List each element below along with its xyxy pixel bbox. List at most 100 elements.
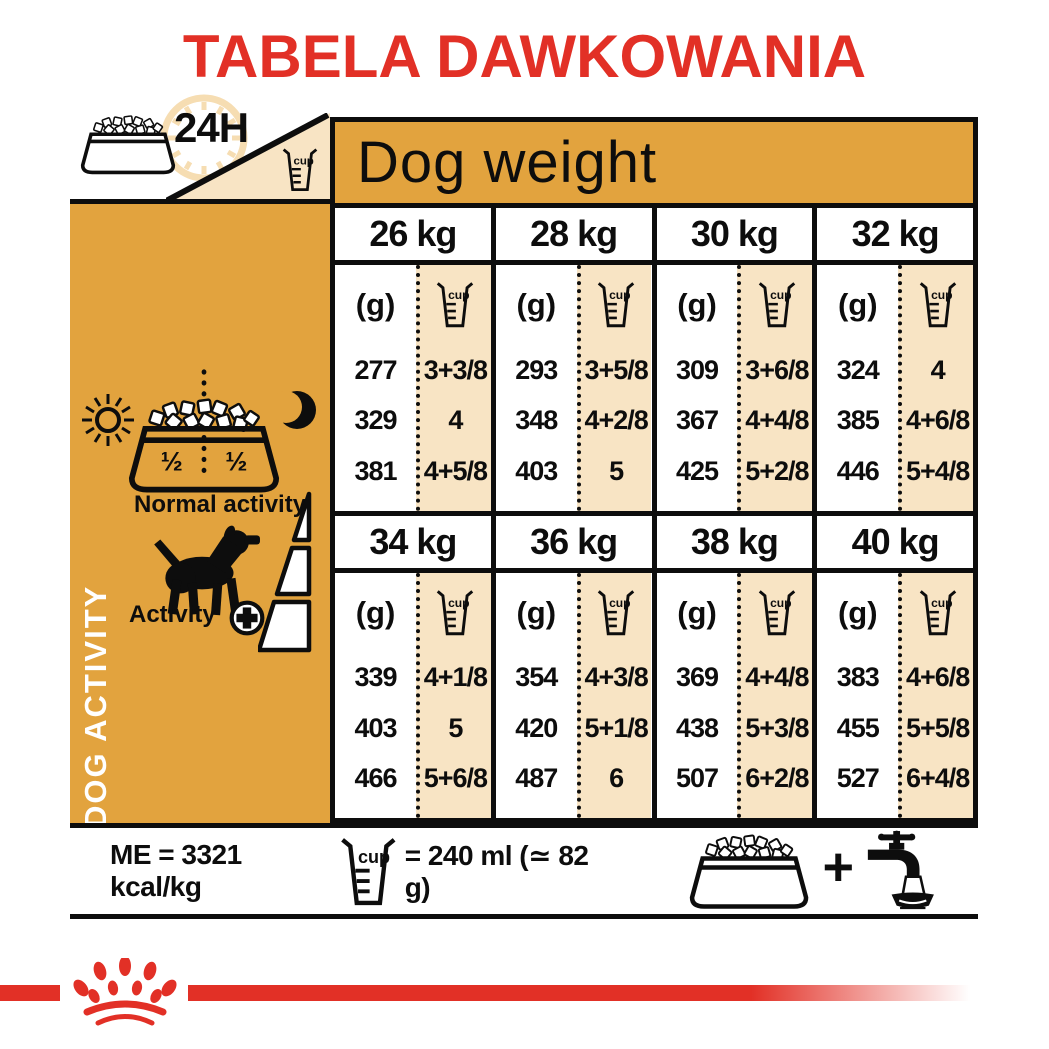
grams-label: (g): [677, 287, 717, 322]
cup-value: 4+4/8: [745, 662, 809, 693]
grams-value: 348: [515, 405, 558, 436]
grams-value: 309: [675, 354, 719, 385]
cup-value: 6+4/8: [905, 763, 970, 794]
dog-silhouette-icon: [154, 525, 260, 616]
corner-triangle: [166, 113, 330, 204]
water-tap-icon: [867, 830, 934, 910]
sun-icon: [82, 394, 134, 446]
cup-value: 4+1/8: [423, 662, 488, 693]
grams-value: 425: [675, 455, 719, 486]
weight-header-40kg: 40 kg: [817, 515, 973, 568]
cup-value: 4+4/8: [745, 405, 809, 436]
dose-cell-28kg: (g) 293 348 403 3+5/8 4+2/8 5: [495, 265, 652, 511]
dose-cell-34kg: (g) 339 403 466 4+1/8 5 5+6/8: [335, 572, 491, 818]
grams-label: (g): [516, 287, 557, 322]
grams-value: 324: [836, 354, 880, 385]
cup-value: 4+2/8: [584, 405, 648, 436]
metabolizable-energy-label: ME = 3321 kcal/kg: [110, 839, 242, 902]
dose-cell-38kg: (g) 369 438 507 4+4/8 5+3/8 6+2/8: [656, 572, 813, 818]
grams-value: 527: [836, 763, 880, 794]
cup-value: 3+5/8: [584, 354, 648, 385]
measuring-cup-icon: [597, 589, 635, 637]
dose-cell-40kg: (g) 383 455 527 4+6/8 5+5/8 6+4/8: [817, 572, 973, 818]
food-bowl-icon: [690, 834, 809, 909]
cup-value: 5+5/8: [905, 712, 970, 743]
grams-value: 293: [515, 354, 558, 385]
grams-value: 383: [836, 662, 880, 693]
weight-header-32kg: 32 kg: [817, 208, 973, 260]
cup-volume-label: = 240 ml (≃ 82 g): [404, 839, 589, 903]
measuring-cup-icon: [597, 281, 635, 329]
grams-label: (g): [837, 594, 878, 630]
plus-sign: +: [822, 837, 855, 897]
royal-canin-crown-logo: [73, 958, 177, 1026]
grams-value: 277: [354, 354, 397, 385]
half-portions-bowl-icon: ½ ½: [128, 369, 280, 493]
measuring-cup-icon: [758, 281, 796, 329]
cup-value: 3+6/8: [745, 354, 809, 385]
grams-label: (g): [516, 594, 557, 630]
cup-value: 5+3/8: [745, 712, 809, 743]
cup-value: 4+5/8: [423, 455, 488, 486]
measuring-cup-icon: [436, 589, 474, 637]
grams-value: 438: [675, 712, 719, 743]
dose-cell-36kg: (g) 354 420 487 4+3/8 5+1/8 6: [495, 572, 652, 818]
grams-value: 446: [836, 455, 880, 486]
cup-value: 5+1/8: [584, 712, 648, 743]
cup-value: 4+3/8: [584, 662, 648, 693]
plus-circle-icon: [229, 600, 265, 636]
measuring-cup-icon: [758, 589, 796, 637]
brand-stripe-right: [188, 985, 970, 1001]
weight-header-26kg: 26 kg: [335, 208, 491, 260]
grams-value: 367: [675, 405, 719, 436]
grams-value: 369: [675, 662, 719, 693]
measuring-cup-icon: [340, 833, 397, 911]
dosage-table: Dog weight 26 kg 28 kg 30 kg 32 kg (g) 2…: [330, 117, 978, 823]
cup-value: 4+6/8: [905, 405, 970, 436]
cup-value: 6+2/8: [745, 763, 809, 794]
grams-value: 329: [354, 405, 397, 436]
dose-cell-26kg: (g) 277 329 381 3+3/8 4 4+5/8: [335, 265, 491, 511]
cup-value: 4: [448, 405, 463, 436]
cup-value: 4: [930, 354, 946, 385]
grams-label: (g): [355, 594, 396, 630]
grams-label: (g): [677, 594, 717, 630]
normal-activity-label: Normal activity: [134, 491, 307, 518]
grams-value: 354: [515, 662, 558, 693]
dose-cell-32kg: (g) 324 385 446 4 4+6/8 5+4/8: [817, 265, 973, 511]
grams-value: 466: [354, 763, 397, 794]
grams-value: 381: [354, 455, 397, 486]
measuring-cup-icon: [919, 281, 957, 329]
weight-header-38kg: 38 kg: [656, 515, 813, 568]
measuring-cup-icon: [436, 281, 474, 329]
dog-activity-sidebar: ½ ½ DOG ACTIVITY Normal activity: [70, 199, 330, 828]
grams-value: 403: [354, 712, 397, 743]
grams-value: 403: [515, 455, 558, 486]
page-title: TABELA DAWKOWANIA: [182, 23, 867, 90]
measuring-cup-icon: [919, 589, 957, 637]
cup-value: 5+2/8: [745, 455, 809, 486]
weight-header-28kg: 28 kg: [495, 208, 652, 260]
cup-value: 5+6/8: [423, 763, 488, 794]
half-portion-label: ½: [225, 447, 247, 477]
weight-header-30kg: 30 kg: [656, 208, 813, 260]
food-bowl-icon: [80, 115, 176, 175]
activity-label: Activity: [129, 601, 216, 628]
hours-label: 24H: [174, 104, 249, 151]
footer-info-bar: ME = 3321 kcal/kg = 240 ml (≃ 82 g) +: [70, 823, 978, 919]
grams-value: 385: [836, 405, 880, 436]
grams-value: 420: [515, 712, 558, 743]
grams-label: (g): [837, 287, 878, 322]
half-portion-label: ½: [161, 447, 183, 477]
weight-header-34kg: 34 kg: [335, 515, 491, 568]
grams-label: (g): [355, 287, 396, 322]
dose-cell-30kg: (g) 309 367 425 3+6/8 4+4/8 5+2/8: [656, 265, 813, 511]
cup-value: 4+6/8: [905, 662, 970, 693]
weight-header-36kg: 36 kg: [495, 515, 652, 568]
cup-value: 5: [448, 712, 463, 743]
cup-value: 5: [609, 455, 624, 486]
activity-ramp-icon: [258, 491, 312, 653]
cup-value: 5+4/8: [905, 455, 970, 486]
cup-value: 6: [609, 763, 624, 794]
